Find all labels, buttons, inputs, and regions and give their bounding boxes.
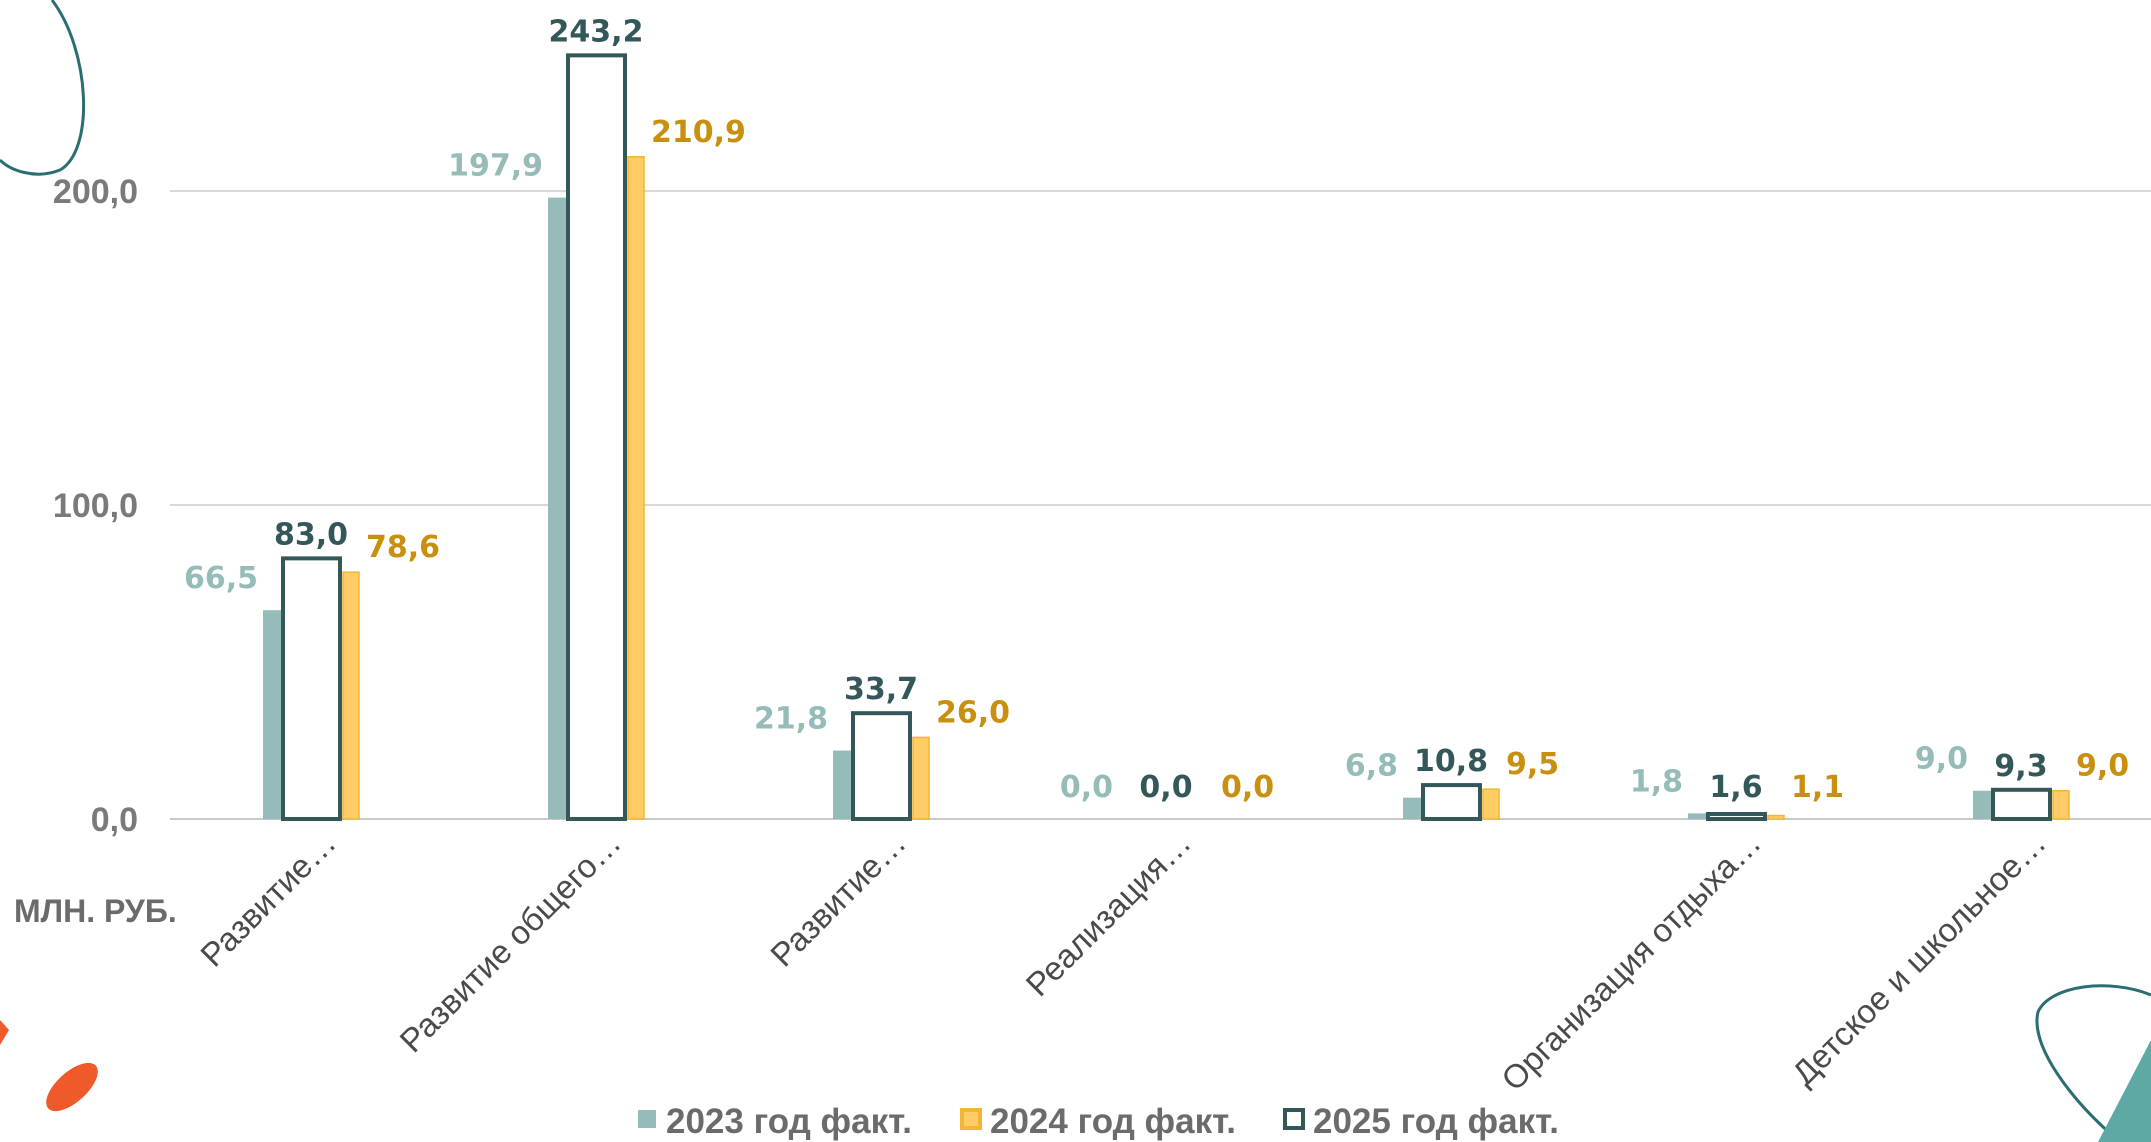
bar-2023	[833, 750, 851, 819]
data-label-2023: 1,8	[1630, 764, 1683, 799]
bar-2024	[1767, 814, 1785, 820]
bar-2024	[1482, 788, 1500, 820]
y-tick-label: 200,0	[53, 173, 138, 211]
category-label: Детское и школьное…	[1785, 824, 2053, 1092]
bar-2023	[1688, 813, 1706, 819]
bar-2024	[342, 571, 360, 820]
data-labels: 66,5 83,0 78,6 197,9 243,2 210,9 21,8 33,7 26,0 0…	[184, 14, 2129, 805]
legend-swatch	[1283, 1108, 1305, 1130]
data-label-2024: 1,1	[1791, 770, 1844, 805]
decor-orange-blob	[46, 1062, 98, 1112]
decor-orange-shard	[0, 1020, 9, 1045]
category-label: Развитие общего…	[392, 824, 628, 1060]
bar-2025	[281, 556, 342, 821]
legend-swatch	[960, 1108, 982, 1130]
data-label-2025: 243,2	[549, 14, 644, 49]
bar-2024	[912, 736, 930, 820]
bar-2025	[851, 711, 912, 822]
bar-2024	[627, 156, 645, 820]
legend-label: 2024 год факт.	[990, 1102, 1236, 1141]
decor-teal-arc-bottom-right	[2035, 984, 2151, 1142]
data-label-2024: 9,0	[2076, 749, 2129, 784]
decor-teal-arc-top-left	[0, 0, 86, 176]
legend: 2023 год факт. 2024 год факт. 2025 год фак…	[638, 1102, 1559, 1141]
data-label-2025: 0,0	[1139, 770, 1192, 805]
legend-label: 2025 год факт.	[1313, 1102, 1559, 1141]
category-label: Реализация…	[1019, 824, 1198, 1003]
data-label-2023: 6,8	[1345, 749, 1398, 784]
bar-2023	[1403, 797, 1421, 819]
bar-2023	[1973, 790, 1991, 819]
data-label-2023: 9,0	[1915, 742, 1968, 777]
bar-2025	[1706, 811, 1767, 822]
bar-2025	[1421, 783, 1482, 822]
data-label-2023: 197,9	[448, 149, 543, 184]
y-tick-label: 0,0	[91, 801, 138, 839]
data-label-2025: 10,8	[1414, 744, 1488, 779]
bar-2024	[2052, 789, 2070, 820]
data-label-2025: 1,6	[1709, 770, 1762, 805]
category-label: Развитие…	[763, 824, 913, 974]
data-label-2025: 9,3	[1994, 749, 2047, 784]
category-label: Организация отдыха…	[1494, 824, 1768, 1098]
data-label-2024: 26,0	[936, 695, 1010, 730]
data-label-2023: 0,0	[1060, 770, 1113, 805]
data-label-2023: 21,8	[754, 702, 828, 737]
y-axis-unit-label: МЛН. РУБ.	[14, 893, 177, 929]
data-label-2024: 210,9	[651, 115, 746, 150]
data-label-2024: 0,0	[1221, 770, 1274, 805]
data-label-2025: 33,7	[844, 672, 918, 707]
y-tick-label: 100,0	[53, 487, 138, 525]
decor-teal-wedge	[2098, 1040, 2151, 1142]
data-label-2023: 66,5	[184, 561, 258, 596]
bar-2023	[548, 197, 566, 819]
data-label-2024: 9,5	[1506, 747, 1559, 782]
bars	[263, 53, 2070, 822]
bar-2023	[263, 610, 281, 819]
category-label: Развитие…	[193, 824, 343, 974]
data-label-2025: 83,0	[274, 517, 348, 552]
bar-2025	[566, 53, 627, 822]
legend-label: 2023 год факт.	[666, 1102, 912, 1141]
data-label-2024: 78,6	[366, 530, 440, 565]
legend-swatch	[638, 1110, 656, 1128]
bar-2025	[1991, 787, 2052, 821]
gridlines	[170, 190, 2151, 820]
